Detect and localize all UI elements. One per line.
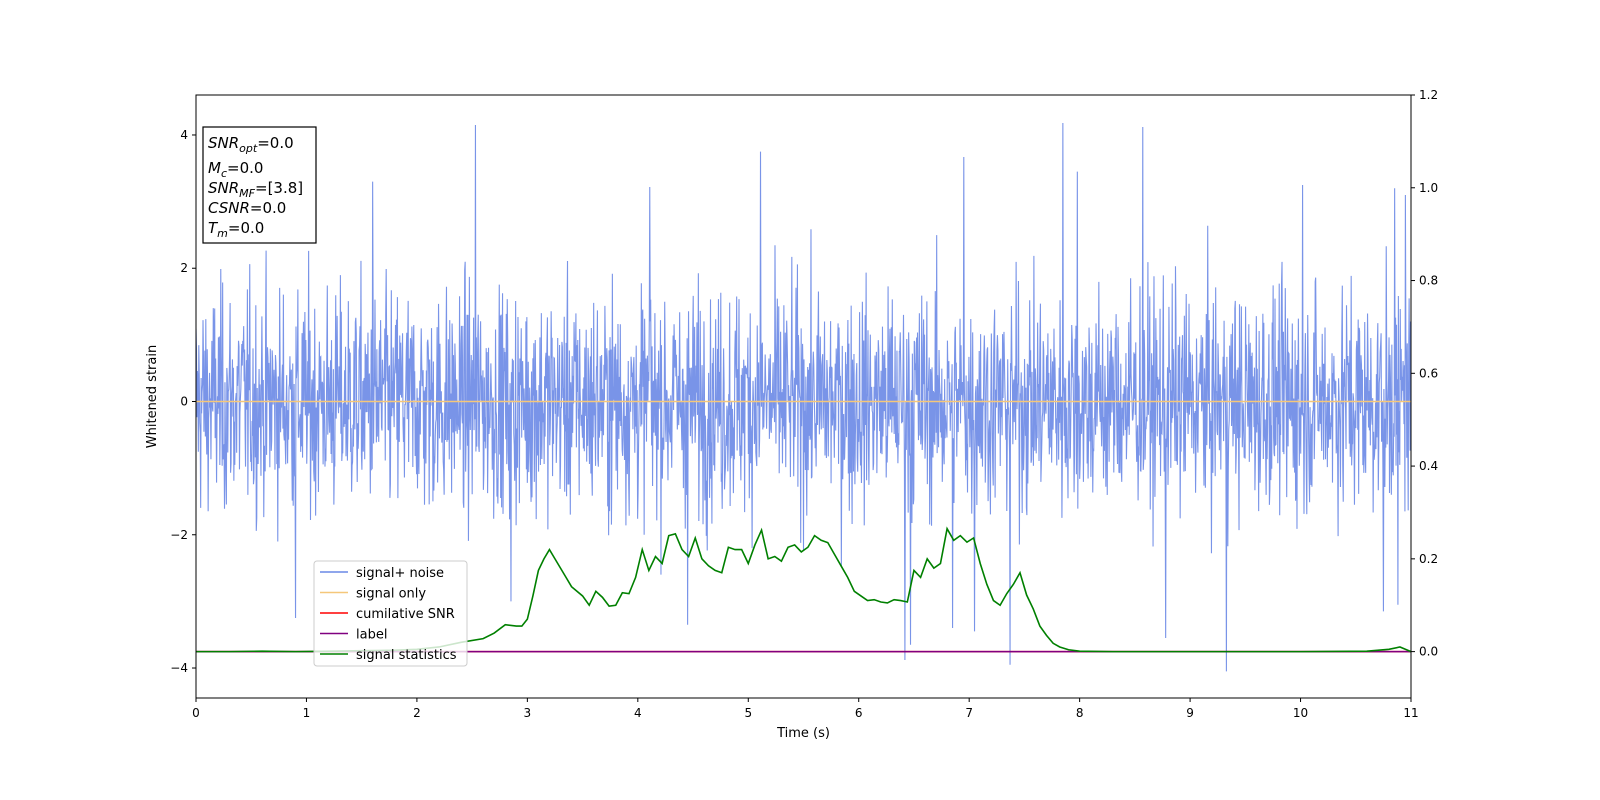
legend: signal+ noise signal only cumilative SNR la… xyxy=(313,560,468,667)
legend-label: cumilative SNR xyxy=(356,607,455,622)
x-tick-label: 10 xyxy=(1293,706,1308,720)
x-axis-label: Time (s) xyxy=(776,726,830,741)
y-tick-label: 0 xyxy=(180,394,188,408)
legend-label: label xyxy=(356,628,387,643)
y2-tick-label: 1.0 xyxy=(1419,181,1438,195)
annotation-frame xyxy=(202,126,317,244)
y2-tick-label: 0.8 xyxy=(1419,274,1438,288)
x-tick-label: 8 xyxy=(1076,706,1084,720)
annotation-line: SNRMF=[3.8] xyxy=(208,179,303,200)
x-tick-label: 3 xyxy=(524,706,532,720)
x-tick-label: 2 xyxy=(413,706,421,720)
x-axis: 0 1 2 3 4 5 6 7 8 9 10 11 xyxy=(192,698,1419,720)
annotation-line: Tm=0.0 xyxy=(208,219,264,240)
y-axis-label: Whitened strain xyxy=(145,345,160,448)
x-tick-label: 6 xyxy=(855,706,863,720)
legend-frame xyxy=(313,560,468,667)
y-axis-right: 0.0 0.2 0.4 0.6 0.8 1.0 1.2 xyxy=(1411,88,1438,659)
x-tick-label: 9 xyxy=(1186,706,1194,720)
y2-tick-label: 0.2 xyxy=(1419,552,1438,566)
y2-tick-label: 0.6 xyxy=(1419,366,1438,380)
series-line-signal-statistics xyxy=(196,526,1411,653)
x-tick-label: 1 xyxy=(303,706,311,720)
legend-label: signal+ noise xyxy=(356,566,444,581)
annotation-line: SNRopt=0.0 xyxy=(208,134,294,155)
annotation-line: Mc=0.0 xyxy=(208,159,263,180)
x-tick-label: 5 xyxy=(744,706,752,720)
legend-label: signal only xyxy=(356,587,426,602)
y-axis-left: −4 −2 0 2 4 xyxy=(170,128,196,675)
y2-tick-label: 0.0 xyxy=(1419,645,1438,659)
y-tick-label: −4 xyxy=(170,661,188,675)
plot-frame xyxy=(195,94,1412,699)
x-tick-label: 4 xyxy=(634,706,642,720)
x-tick-label: 0 xyxy=(192,706,200,720)
legend-label: signal statistics xyxy=(356,648,457,663)
x-tick-label: 7 xyxy=(965,706,973,720)
y2-tick-label: 0.4 xyxy=(1419,459,1438,473)
y-tick-label: −2 xyxy=(170,528,188,542)
annotation-line: CSNR=0.0 xyxy=(208,199,286,217)
x-tick-label: 11 xyxy=(1403,706,1418,720)
y-tick-label: 2 xyxy=(180,261,188,275)
y2-tick-label: 1.2 xyxy=(1419,88,1438,102)
y-tick-label: 4 xyxy=(180,128,188,142)
